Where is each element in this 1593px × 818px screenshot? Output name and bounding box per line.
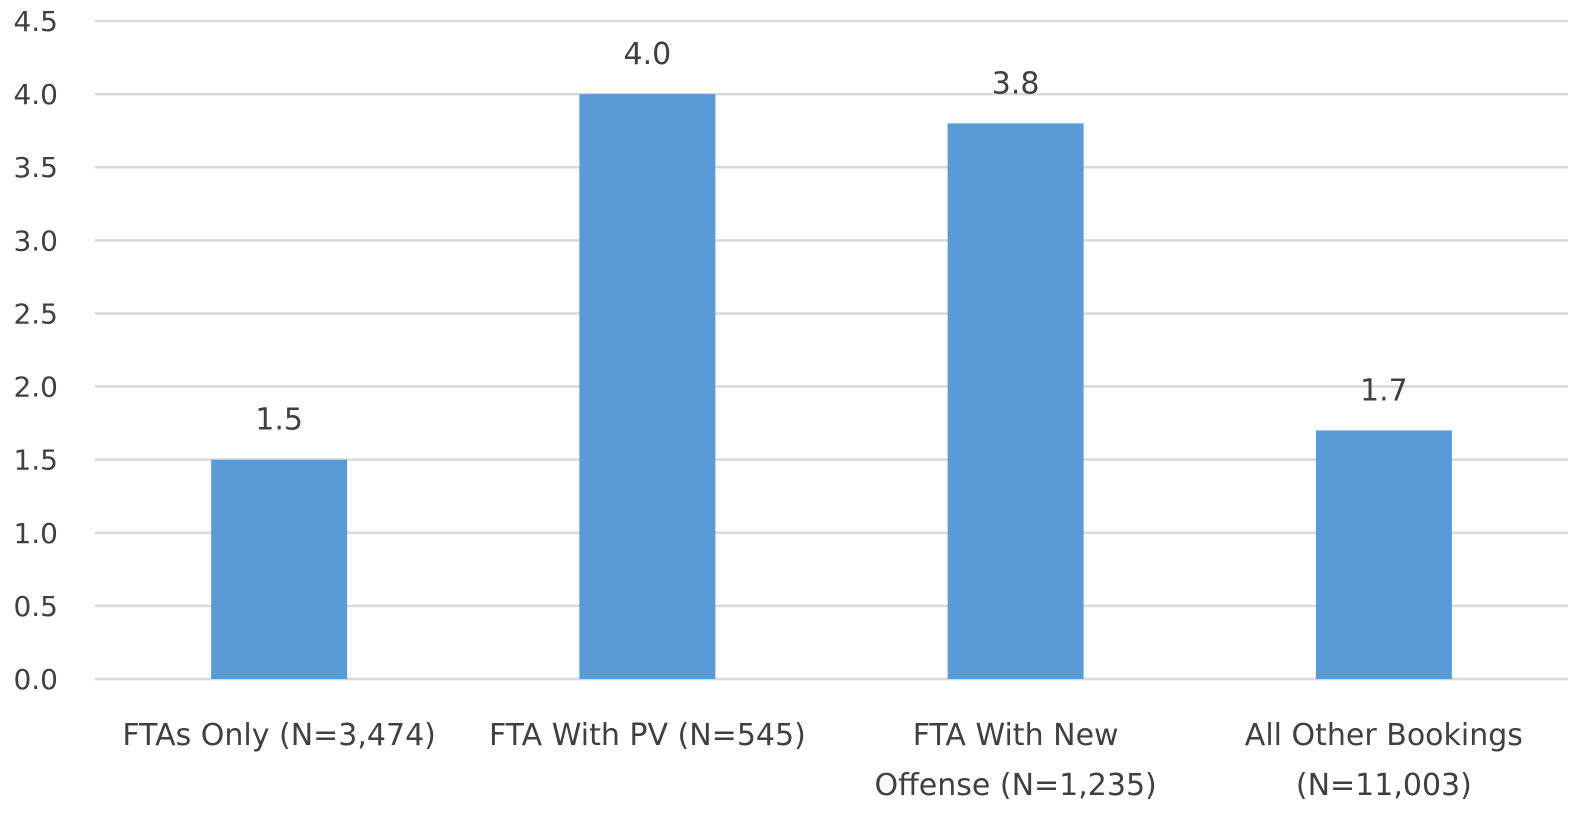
bar-value-label: 4.0: [624, 37, 672, 72]
bar-value-label: 1.7: [1360, 373, 1408, 408]
bar-value-label: 3.8: [992, 66, 1040, 101]
bar: [947, 123, 1084, 680]
x-category-label: FTA With New Offense (N=1,235): [875, 718, 1157, 803]
x-category-label: FTAs Only (N=3,474): [122, 718, 436, 753]
y-tick-label: 1.0: [13, 517, 58, 550]
bar: [211, 459, 348, 679]
y-tick-label: 2.0: [13, 371, 58, 404]
y-tick-label: 2.5: [13, 297, 58, 330]
y-tick-label: 3.5: [13, 151, 58, 184]
x-category-label: FTA With PV (N=545): [489, 718, 806, 753]
x-category-label-line: (N=11,003): [1296, 768, 1472, 803]
y-tick-label: 0.0: [13, 663, 58, 696]
x-category-label-line: All Other Bookings: [1245, 718, 1523, 753]
y-tick-label: 4.0: [13, 78, 58, 111]
x-category-label-line: FTA With New: [913, 718, 1119, 753]
x-axis-categories: FTAs Only (N=3,474) FTA With PV (N=545) FT…: [122, 718, 1523, 803]
data-labels: 1.5 4.0 3.8 1.7: [255, 37, 1407, 438]
y-tick-label: 1.5: [13, 444, 58, 477]
y-tick-label: 4.5: [13, 5, 58, 38]
x-category-label-line: FTA With PV (N=545): [489, 718, 806, 753]
y-tick-label: 0.5: [13, 590, 58, 623]
x-category-label-line: Offense (N=1,235): [875, 768, 1157, 803]
bar: [579, 94, 716, 680]
bars: [211, 94, 1452, 680]
x-category-label-line: FTAs Only (N=3,474): [122, 718, 436, 753]
bar-value-label: 1.5: [255, 403, 303, 438]
x-category-label: All Other Bookings (N=11,003): [1245, 718, 1523, 803]
y-axis-ticks: 0.0 0.5 1.0 1.5 2.0 2.5 3.0 3.5 4.0 4.5: [13, 5, 58, 696]
y-tick-label: 3.0: [13, 224, 58, 257]
bar: [1315, 430, 1452, 679]
